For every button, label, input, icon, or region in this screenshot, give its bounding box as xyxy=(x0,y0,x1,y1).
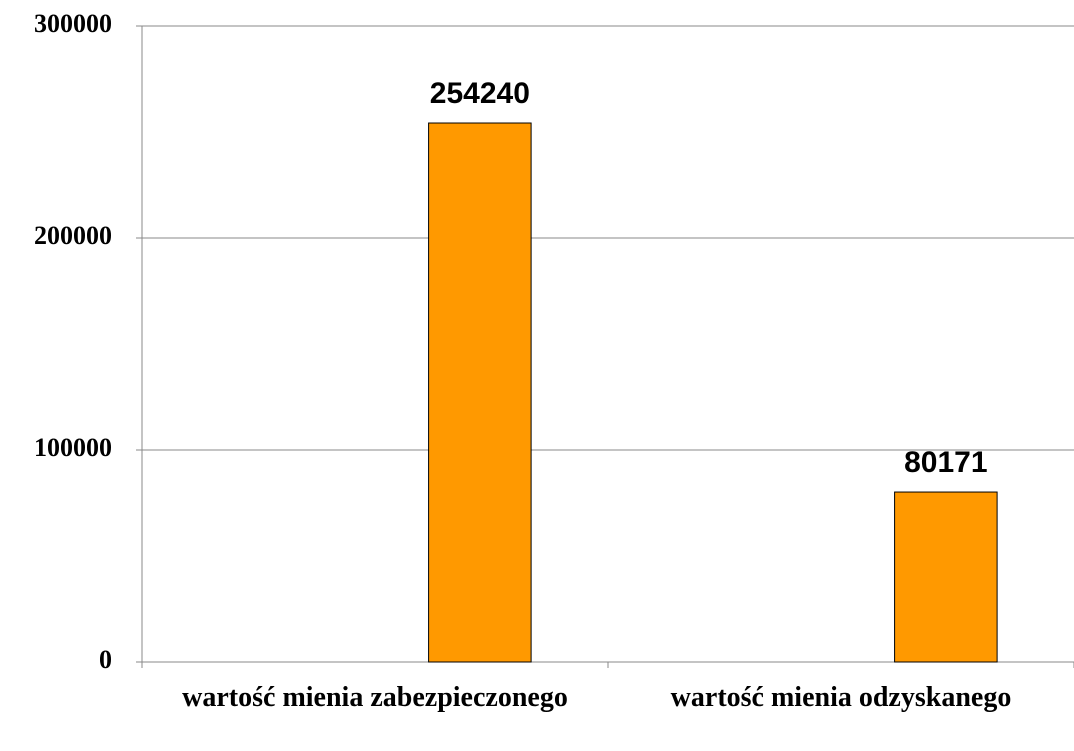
bar xyxy=(428,122,532,663)
value-label: 254240 xyxy=(430,77,530,110)
y-tick-label: 300000 xyxy=(34,9,112,38)
x-tick-label: wartość mienia odzyskanego xyxy=(670,682,1012,713)
y-tick-label: 100000 xyxy=(34,433,112,462)
y-tick-label: 200000 xyxy=(34,221,112,250)
x-tick-label: wartość mienia zabezpieczonego xyxy=(182,682,568,713)
y-tick-label: 0 xyxy=(99,645,112,674)
value-label: 80171 xyxy=(904,446,987,479)
bar xyxy=(894,491,998,663)
